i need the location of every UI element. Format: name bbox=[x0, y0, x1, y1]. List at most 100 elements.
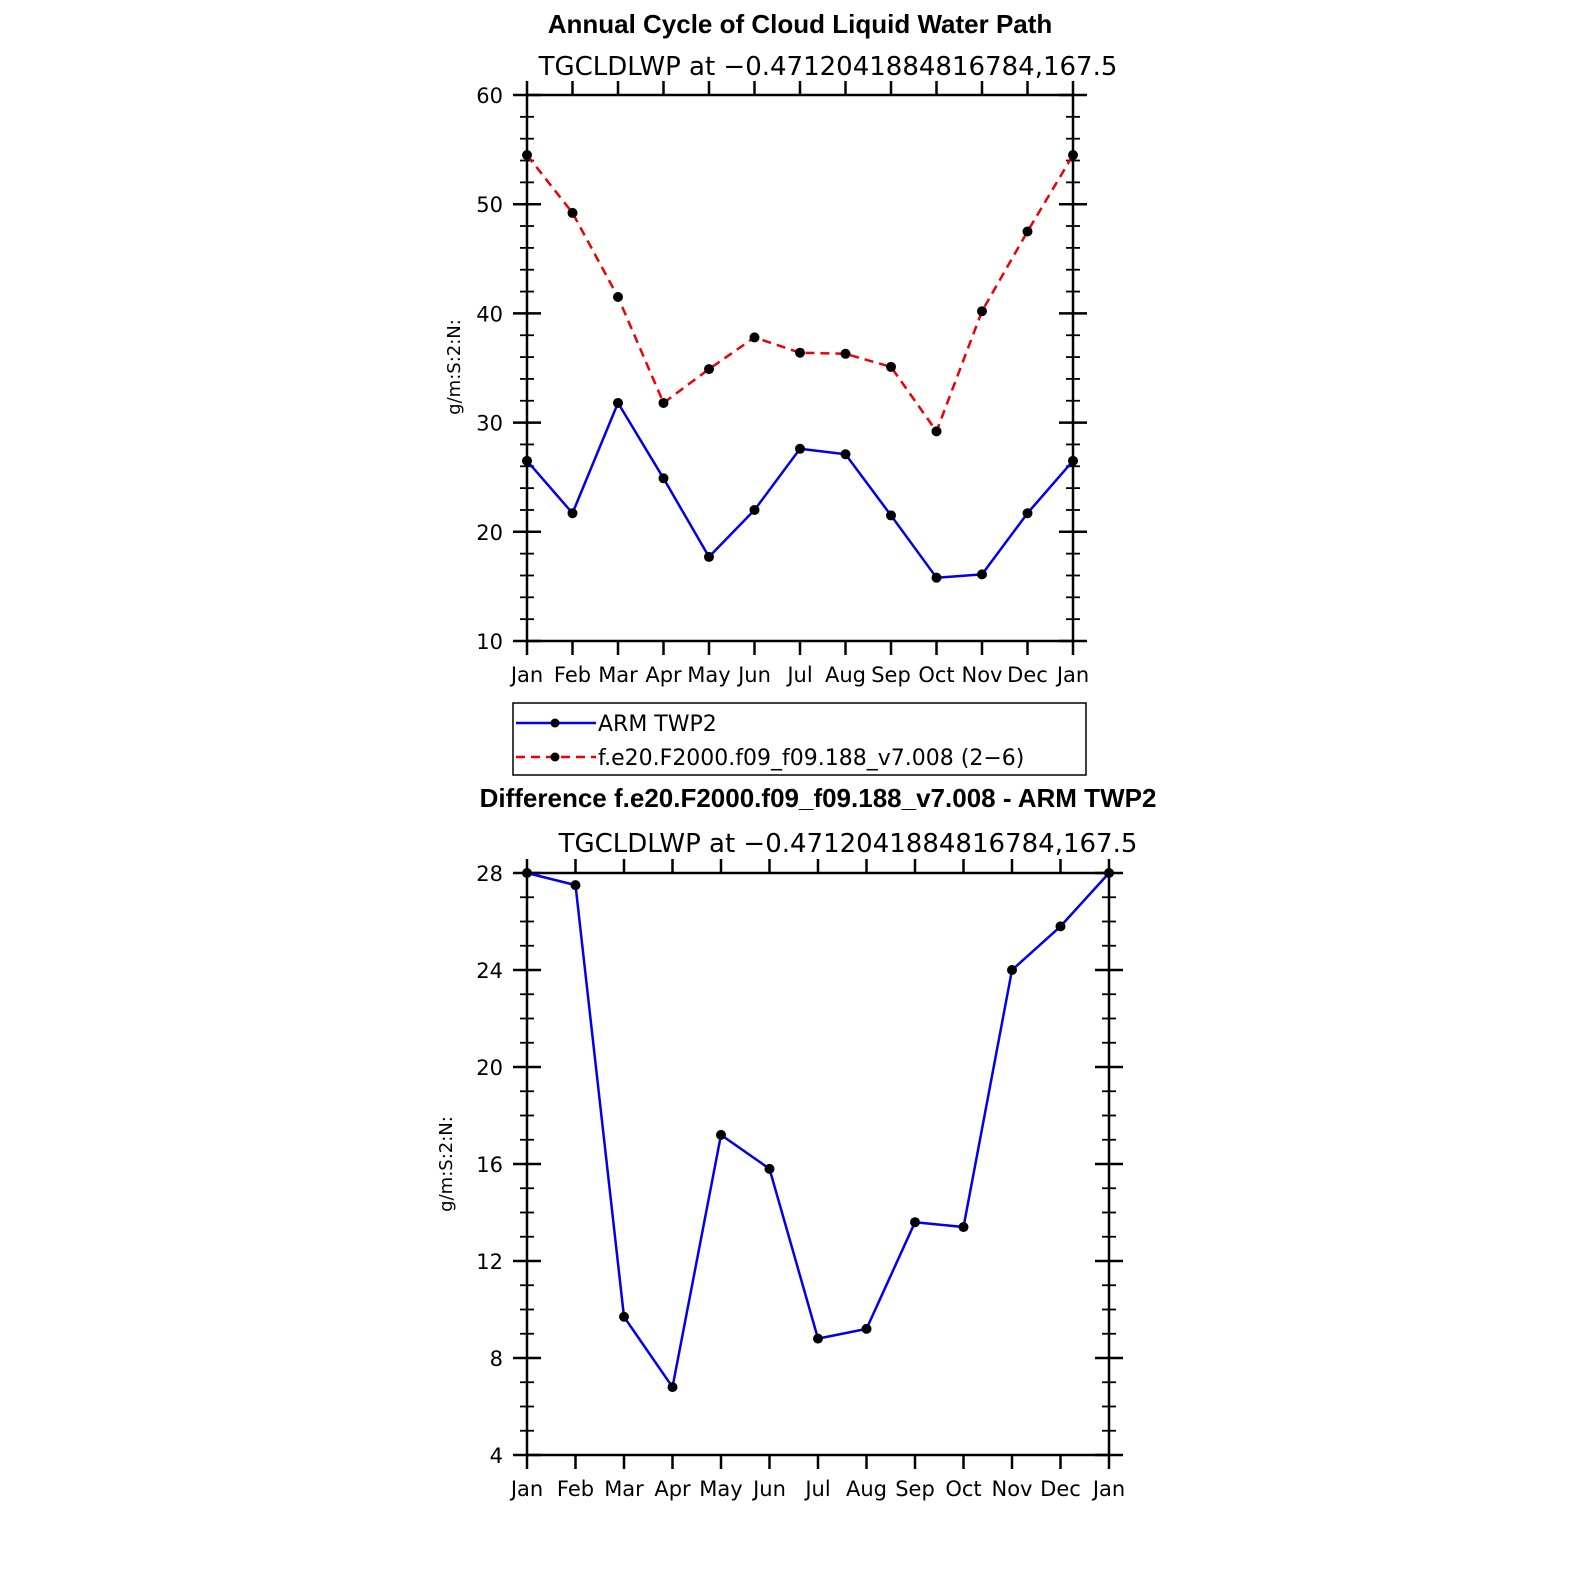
x-tick-label: Feb bbox=[557, 1477, 594, 1501]
y-tick-label: 28 bbox=[476, 862, 503, 886]
data-point bbox=[522, 868, 532, 878]
plot-frame bbox=[525, 93, 1075, 643]
data-point bbox=[704, 551, 714, 562]
x-tick-label: Mar bbox=[604, 1477, 644, 1501]
data-point bbox=[977, 569, 987, 580]
y-tick-label: 8 bbox=[490, 1347, 503, 1371]
chart-subtitle: TGCLDLWP at −0.4712041884816784,167.5 bbox=[538, 52, 1118, 82]
series-line-0 bbox=[526, 871, 1110, 1389]
data-point bbox=[613, 292, 623, 303]
x-tick-label: Jan bbox=[1091, 1477, 1125, 1501]
y-tick-label: 60 bbox=[476, 84, 503, 108]
data-point bbox=[1007, 965, 1017, 975]
series-layer bbox=[522, 150, 1078, 583]
x-tick-label: Jun bbox=[751, 1477, 786, 1501]
data-point bbox=[931, 426, 942, 437]
data-point bbox=[840, 449, 851, 460]
chart-title: Difference f.e20.F2000.f09_f09.188_v7.00… bbox=[480, 783, 1157, 813]
data-point bbox=[619, 1311, 629, 1322]
y-tick-label: 10 bbox=[476, 630, 503, 654]
x-tick-label: Jan bbox=[1055, 663, 1089, 687]
x-tick-label: Jun bbox=[736, 663, 771, 687]
legend: ARM TWP2 f.e20.F2000.f09_f09.188_v7.008 … bbox=[512, 702, 1087, 776]
data-point bbox=[704, 364, 714, 375]
x-tick-label: Dec bbox=[1007, 663, 1048, 687]
legend-label-arm: ARM TWP2 bbox=[598, 712, 717, 737]
x-tick-label: Mar bbox=[598, 663, 638, 687]
series-line-0 bbox=[526, 401, 1074, 579]
data-point bbox=[716, 1129, 726, 1140]
x-tick-label: Feb bbox=[554, 663, 591, 687]
legend-marker-model bbox=[550, 752, 560, 762]
data-point bbox=[840, 348, 851, 359]
x-tick-label: Nov bbox=[992, 1477, 1033, 1501]
difference-panel: Difference f.e20.F2000.f09_f09.188_v7.00… bbox=[436, 783, 1156, 1501]
x-tick-label: Aug bbox=[825, 663, 866, 687]
y-tick-label: 4 bbox=[490, 1444, 503, 1468]
x-tick-label: Dec bbox=[1040, 1477, 1081, 1501]
data-point bbox=[886, 361, 896, 372]
y-axis-label: g/m:S:2:N: bbox=[444, 319, 465, 415]
x-tick-label: Jul bbox=[803, 1477, 830, 1501]
data-point bbox=[813, 1333, 823, 1344]
x-tick-label: May bbox=[699, 1477, 742, 1501]
x-tick-label: Jan bbox=[509, 663, 543, 687]
data-point bbox=[613, 397, 623, 408]
data-point bbox=[931, 572, 942, 583]
y-tick-label: 24 bbox=[476, 959, 503, 983]
axis-ticks: Jan Feb Mar Apr May Jun Jul Aug Sep Oct Nov Dec Jan1… bbox=[476, 81, 1089, 687]
data-point bbox=[977, 306, 987, 317]
y-tick-label: 20 bbox=[476, 521, 503, 545]
data-point bbox=[795, 347, 805, 358]
annual-cycle-panel: Annual Cycle of Cloud Liquid Water Path … bbox=[444, 9, 1118, 776]
data-point bbox=[522, 150, 532, 161]
x-tick-label: May bbox=[687, 663, 730, 687]
x-tick-label: Apr bbox=[645, 663, 682, 687]
data-point bbox=[667, 1382, 678, 1393]
data-point bbox=[749, 332, 760, 343]
data-point bbox=[1104, 868, 1114, 878]
chart-title: Annual Cycle of Cloud Liquid Water Path bbox=[548, 9, 1053, 39]
y-tick-label: 40 bbox=[476, 302, 503, 326]
x-tick-label: Sep bbox=[871, 663, 911, 687]
data-point bbox=[522, 455, 532, 466]
y-tick-label: 16 bbox=[476, 1153, 503, 1177]
y-axis-label: g/m:S:2:N: bbox=[436, 1116, 457, 1212]
x-tick-label: Jul bbox=[785, 663, 812, 687]
data-point bbox=[570, 880, 581, 891]
legend-marker-arm bbox=[550, 718, 560, 728]
y-tick-label: 50 bbox=[476, 193, 503, 217]
y-tick-label: 20 bbox=[476, 1056, 503, 1080]
x-tick-label: Jan bbox=[509, 1477, 543, 1501]
legend-label-model: f.e20.F2000.f09_f09.188_v7.008 (2−6) bbox=[598, 746, 1024, 771]
data-point bbox=[910, 1217, 920, 1228]
series-layer bbox=[522, 868, 1114, 1393]
data-point bbox=[1055, 921, 1066, 932]
chart-subtitle: TGCLDLWP at −0.4712041884816784,167.5 bbox=[558, 829, 1138, 859]
data-point bbox=[958, 1222, 969, 1233]
data-point bbox=[861, 1323, 872, 1334]
data-point bbox=[658, 397, 669, 408]
data-point bbox=[1022, 508, 1033, 519]
x-tick-label: Oct bbox=[945, 1477, 981, 1501]
data-point bbox=[886, 510, 896, 521]
y-tick-label: 12 bbox=[476, 1250, 503, 1274]
data-point bbox=[567, 207, 578, 218]
data-point bbox=[658, 473, 669, 484]
x-tick-label: Nov bbox=[962, 663, 1003, 687]
x-tick-label: Oct bbox=[918, 663, 954, 687]
data-point bbox=[567, 508, 578, 519]
data-point bbox=[1068, 150, 1078, 161]
x-tick-label: Aug bbox=[846, 1477, 887, 1501]
x-tick-label: Apr bbox=[654, 1477, 691, 1501]
data-point bbox=[764, 1163, 775, 1174]
y-tick-label: 30 bbox=[476, 412, 503, 436]
data-point bbox=[795, 443, 805, 454]
series-line-1 bbox=[526, 154, 1075, 433]
data-point bbox=[1022, 226, 1033, 237]
legend-box bbox=[512, 702, 1087, 776]
x-tick-label: Sep bbox=[895, 1477, 935, 1501]
data-point bbox=[749, 504, 760, 515]
data-point bbox=[1068, 455, 1078, 466]
